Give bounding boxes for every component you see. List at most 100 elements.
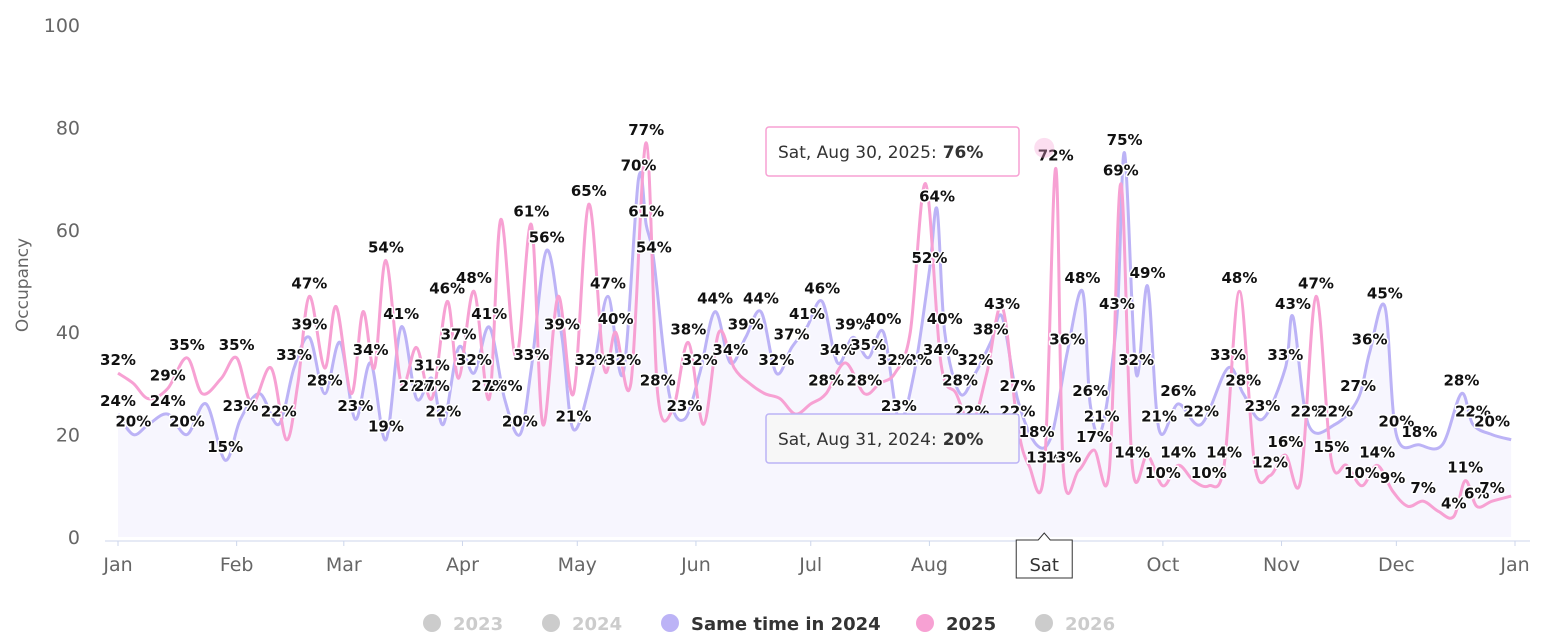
data-label: 20% bbox=[115, 413, 151, 431]
data-label: 27% bbox=[999, 377, 1035, 395]
data-label: 27% bbox=[399, 377, 435, 395]
data-label: 21% bbox=[556, 407, 592, 425]
data-label: 56% bbox=[529, 228, 565, 246]
data-label: 33% bbox=[276, 346, 312, 364]
data-label: 48% bbox=[456, 269, 492, 287]
data-label: 26% bbox=[1072, 382, 1108, 400]
data-label: 27% bbox=[487, 377, 523, 395]
data-label: 61% bbox=[628, 203, 664, 221]
data-label: 70% bbox=[621, 157, 657, 175]
data-label: 43% bbox=[984, 295, 1020, 313]
legend-label[interactable]: Same time in 2024 bbox=[691, 614, 881, 635]
data-label: 10% bbox=[1191, 464, 1227, 482]
data-label: 32% bbox=[957, 351, 993, 369]
x-tick-label: Jan bbox=[102, 554, 132, 576]
data-label: 28% bbox=[846, 372, 882, 390]
data-label: 47% bbox=[291, 274, 327, 292]
data-label: 15% bbox=[1313, 438, 1349, 456]
data-label: 39% bbox=[544, 315, 580, 333]
data-label: 24% bbox=[150, 392, 186, 410]
data-label: 28% bbox=[1225, 372, 1261, 390]
line bbox=[117, 141, 1512, 520]
tooltip-box bbox=[765, 413, 1020, 464]
data-label: 14% bbox=[1114, 443, 1150, 461]
legend-marker[interactable] bbox=[423, 614, 441, 632]
data-label: 41% bbox=[789, 305, 825, 323]
data-label: 7% bbox=[1410, 479, 1435, 497]
data-label: 40% bbox=[866, 310, 902, 328]
x-tick-label: Oct bbox=[1146, 554, 1179, 576]
data-label: 46% bbox=[429, 279, 465, 297]
y-tick-label: 80 bbox=[56, 117, 80, 139]
data-label: 18% bbox=[1401, 423, 1437, 441]
data-label: 38% bbox=[973, 320, 1009, 338]
data-label: 20% bbox=[169, 413, 205, 431]
data-label: 32% bbox=[100, 351, 136, 369]
data-label: 18% bbox=[1019, 423, 1055, 441]
data-label: 44% bbox=[697, 290, 733, 308]
data-label: 13% bbox=[1045, 448, 1081, 466]
data-label: 16% bbox=[1267, 433, 1303, 451]
data-label: 11% bbox=[1447, 459, 1483, 477]
x-tick-label: May bbox=[558, 554, 597, 576]
data-label: 49% bbox=[1130, 264, 1166, 282]
legend-label[interactable]: 2025 bbox=[946, 614, 996, 635]
legend-label[interactable]: 2026 bbox=[1065, 614, 1115, 635]
tooltip: Sat, Aug 31, 2024: 20% bbox=[765, 413, 1020, 464]
data-label: 54% bbox=[636, 239, 672, 257]
data-label: 77% bbox=[628, 121, 664, 139]
data-label: 32% bbox=[456, 351, 492, 369]
data-label: 45% bbox=[1367, 285, 1403, 303]
data-label: 19% bbox=[368, 418, 404, 436]
tooltip-box bbox=[765, 126, 1020, 177]
x-tick-label: Jul bbox=[798, 554, 822, 576]
tooltip-label: Sat, Aug 31, 2024: bbox=[778, 430, 937, 450]
crosshair-label-box bbox=[1015, 532, 1073, 579]
data-label: 23% bbox=[881, 397, 917, 415]
data-label: 28% bbox=[640, 372, 676, 390]
data-label: 36% bbox=[1352, 331, 1388, 349]
data-label: 27% bbox=[1340, 377, 1376, 395]
data-label: 20% bbox=[1474, 413, 1510, 431]
data-label: 39% bbox=[728, 315, 764, 333]
data-label: 12% bbox=[1252, 454, 1288, 472]
data-label: 35% bbox=[219, 336, 255, 354]
tooltip-value: 76% bbox=[943, 143, 984, 163]
data-label: 20% bbox=[1378, 413, 1414, 431]
data-label: 35% bbox=[169, 336, 205, 354]
hover-halo bbox=[1034, 137, 1055, 158]
data-label: 22% bbox=[1455, 402, 1491, 420]
data-label: 52% bbox=[911, 249, 947, 267]
data-label: 23% bbox=[337, 397, 373, 415]
x-tick-label: Mar bbox=[326, 554, 362, 576]
legend-label[interactable]: 2024 bbox=[572, 614, 622, 635]
data-label: 37% bbox=[441, 326, 477, 344]
data-label: 46% bbox=[804, 279, 840, 297]
data-label: 32% bbox=[758, 351, 794, 369]
legend-marker[interactable] bbox=[1035, 614, 1053, 632]
data-label: 32% bbox=[896, 351, 932, 369]
data-label: 17% bbox=[1076, 428, 1112, 446]
data-label: 47% bbox=[1298, 274, 1334, 292]
data-label: 36% bbox=[1049, 331, 1085, 349]
data-label: 10% bbox=[1344, 464, 1380, 482]
data-label: 22% bbox=[261, 402, 297, 420]
data-label: 35% bbox=[850, 336, 886, 354]
data-label: 72% bbox=[1038, 146, 1074, 164]
data-label: 34% bbox=[353, 341, 389, 359]
y-tick-label: 40 bbox=[56, 322, 80, 344]
data-label: 21% bbox=[1084, 407, 1120, 425]
legend-marker[interactable] bbox=[542, 614, 560, 632]
data-label: 28% bbox=[808, 372, 844, 390]
data-label: 65% bbox=[571, 182, 607, 200]
legend-label[interactable]: 2023 bbox=[453, 614, 503, 635]
data-label: 13% bbox=[1026, 448, 1062, 466]
legend-marker[interactable] bbox=[916, 614, 934, 632]
legend-marker[interactable] bbox=[661, 614, 679, 632]
x-tick-label: Nov bbox=[1263, 554, 1300, 576]
data-label: 43% bbox=[1275, 295, 1311, 313]
data-label: 37% bbox=[774, 326, 810, 344]
data-label: 31% bbox=[414, 356, 450, 374]
data-label: 9% bbox=[1380, 469, 1405, 487]
crosshair-label: Sat bbox=[1029, 555, 1059, 576]
